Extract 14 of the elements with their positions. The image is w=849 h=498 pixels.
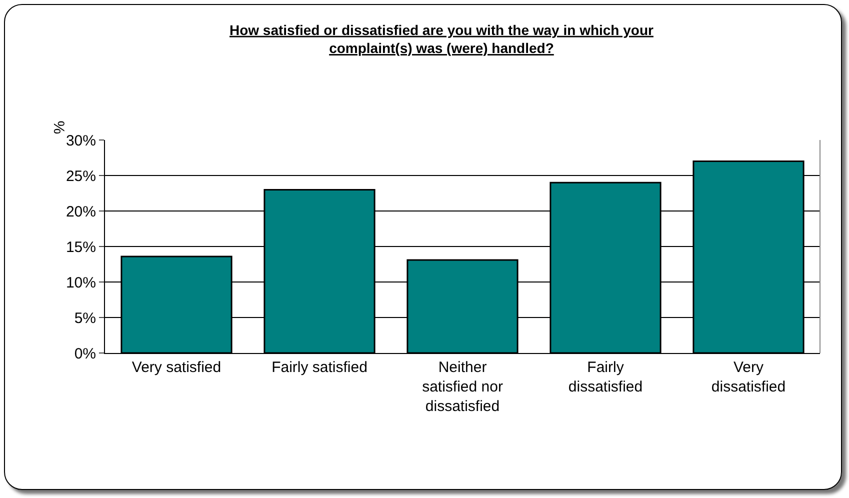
y-tick-label: 15% xyxy=(66,238,96,256)
y-tick-label: 30% xyxy=(66,132,96,150)
x-tick-label: Fairly satisfied xyxy=(272,359,368,376)
y-tick-label: 10% xyxy=(66,274,96,292)
y-tick-label: 25% xyxy=(66,168,96,185)
chart-title: How satisfied or dissatisfied are you with the way in which your complaint(s) was (were) handled? xyxy=(229,22,654,56)
x-tick-label: Fairly dissatisfied xyxy=(568,359,643,396)
y-tick-label: 0% xyxy=(74,345,96,362)
x-tick-label: Very satisfied xyxy=(132,359,222,376)
y-axis-title: % xyxy=(50,120,67,134)
x-tick-label: Neither satisfied nor dissatisfied xyxy=(422,359,503,415)
y-tick-label: 20% xyxy=(66,203,96,220)
y-tick-label: 5% xyxy=(74,310,96,327)
x-tick-label: Very dissatisfied xyxy=(711,359,786,396)
